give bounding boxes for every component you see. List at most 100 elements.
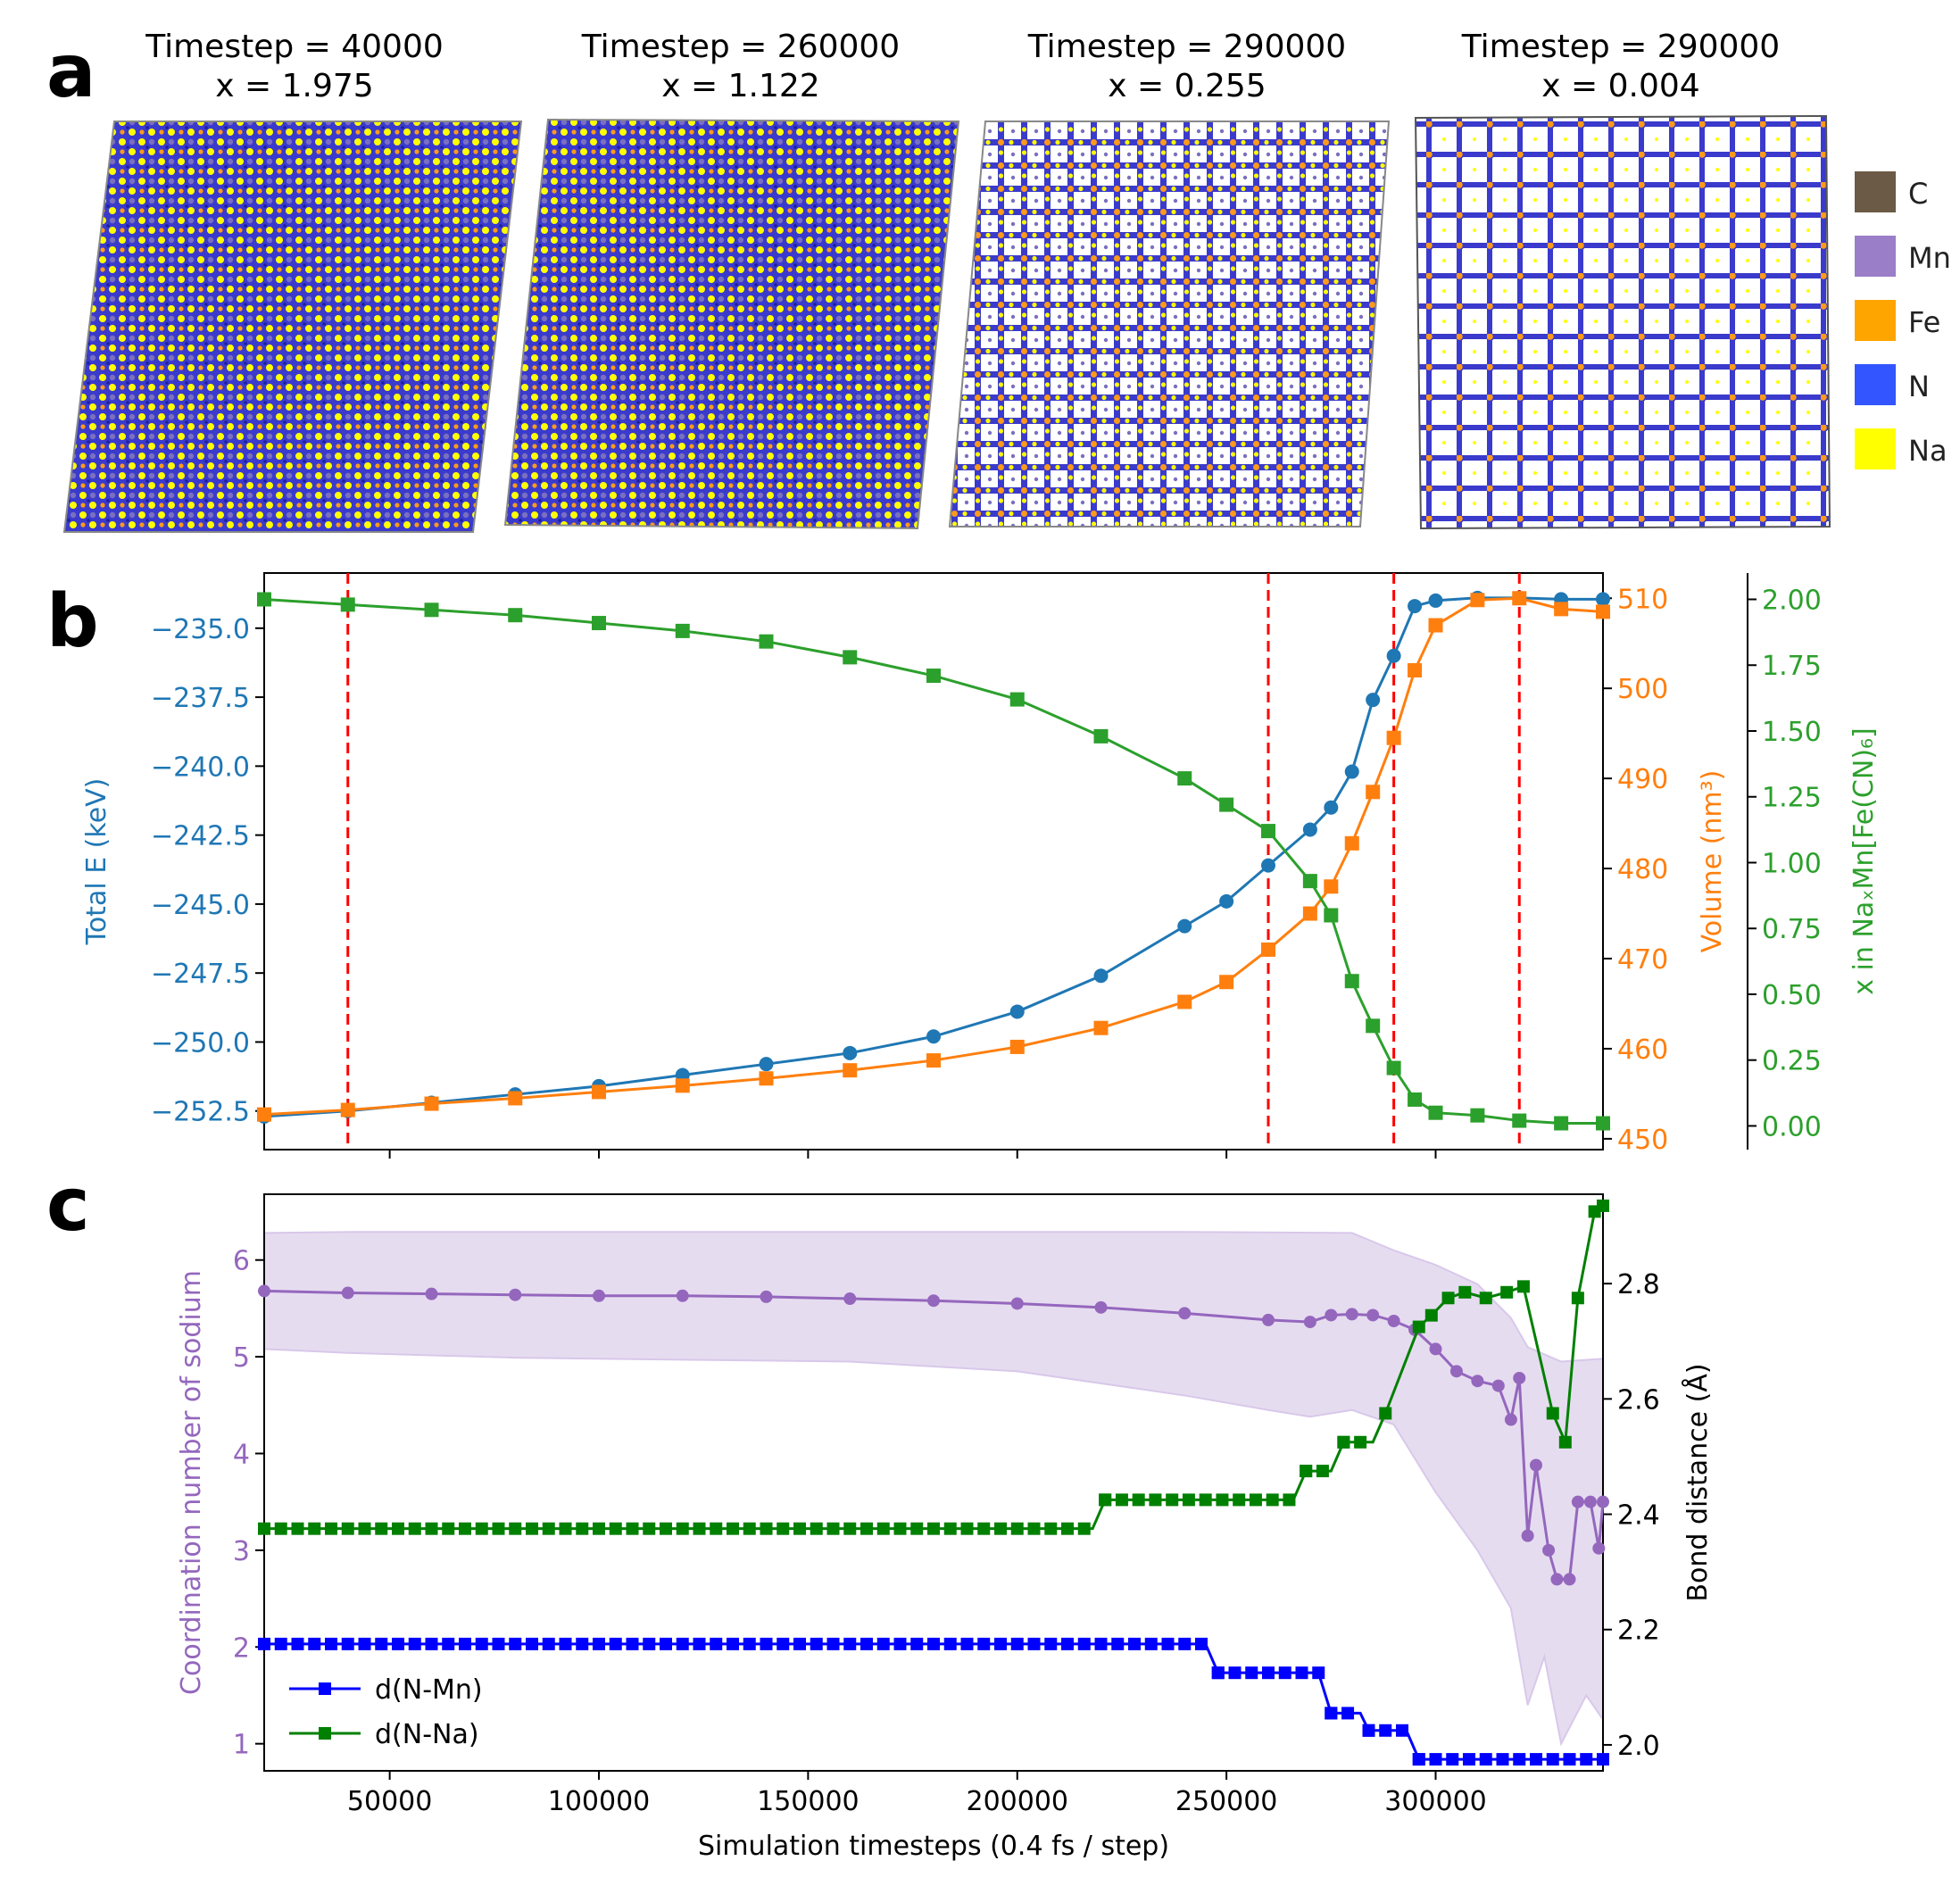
d-n-na-point-38: [893, 1522, 907, 1535]
x-series-point-14: [1302, 874, 1317, 889]
x-series-tick-label: 0.50: [1762, 980, 1822, 1011]
d-n-na-point-40: [927, 1522, 940, 1535]
d-n-mn-point-3: [308, 1637, 321, 1650]
d-n-na-point-45: [1010, 1522, 1024, 1535]
d-n-mn-point-40: [927, 1637, 940, 1650]
d-n-mn-point-61: [1262, 1666, 1275, 1680]
x-series-tick-label: 0.00: [1762, 1111, 1822, 1142]
volume-point-7: [843, 1063, 858, 1078]
volume-point-3: [508, 1091, 523, 1106]
legend-marker-0: [319, 1682, 331, 1695]
legend-marker-1: [319, 1727, 331, 1740]
plot-frame: [263, 1193, 1604, 1772]
volume-point-15: [1324, 879, 1339, 894]
coordination-point-5: [676, 1289, 689, 1302]
d-n-na-point-4: [325, 1522, 337, 1535]
d-n-mn-point-28: [727, 1637, 739, 1650]
d-n-mn-point-62: [1278, 1666, 1291, 1680]
x-series-point-15: [1324, 908, 1339, 923]
d-n-mn-point-70: [1379, 1724, 1392, 1737]
volume-point-14: [1302, 906, 1317, 921]
x-tick-label: 300000: [1384, 1786, 1487, 1817]
d-n-mn-point-12: [459, 1637, 471, 1650]
d-n-mn-point-47: [1044, 1637, 1058, 1650]
volume-tick-label: 480: [1617, 854, 1668, 885]
snapshot-4-x-value: x = 0.004: [1541, 68, 1699, 104]
d-n-na-point-41: [943, 1522, 957, 1535]
x-series-point-20: [1428, 1105, 1443, 1120]
d-n-mn-point-37: [876, 1637, 890, 1650]
d-n-na-point-31: [777, 1522, 790, 1535]
x-series-point-2: [424, 602, 439, 618]
d-n-mn-point-30: [760, 1637, 773, 1650]
coordination-point-19: [1429, 1342, 1442, 1356]
x-series-point-22: [1512, 1113, 1527, 1128]
legend-label-1: d(N-Na): [375, 1719, 479, 1750]
d-n-mn-point-26: [693, 1637, 706, 1650]
d-n-na-point-54: [1149, 1493, 1162, 1507]
d-n-na-point-81: [1597, 1199, 1609, 1212]
d-n-na-point-25: [676, 1522, 689, 1535]
d-n-mn-point-56: [1195, 1637, 1208, 1650]
d-n-mn-point-77: [1479, 1753, 1492, 1766]
x-series-point-23: [1554, 1116, 1569, 1131]
plot-frame: [263, 572, 1604, 1151]
x-series-tick-label: 1.00: [1762, 848, 1822, 879]
snapshot-1: Timestep = 40000 x = 1.975: [62, 29, 523, 533]
legend-label-fe: Fe: [1908, 305, 1940, 339]
d-n-mn-point-74: [1429, 1753, 1442, 1766]
coordination-point-11: [1178, 1307, 1192, 1320]
coordination-point-16: [1366, 1308, 1380, 1322]
d-n-mn-point-73: [1412, 1753, 1425, 1766]
x-series-tick-label: 1.25: [1762, 783, 1822, 814]
d-n-mn-point-79: [1513, 1753, 1526, 1766]
d-n-mn-point-22: [626, 1637, 639, 1650]
x-series-tick-label: 0.75: [1762, 914, 1822, 945]
bond-tick-label: 2.4: [1617, 1500, 1660, 1532]
d-n-na-point-48: [1061, 1522, 1074, 1535]
volume-point-24: [1596, 604, 1610, 619]
x-tick-label: 250000: [1175, 1786, 1278, 1817]
d-n-na-point-39: [910, 1522, 924, 1535]
d-n-na-point-44: [994, 1522, 1007, 1535]
d-n-na-point-70: [1412, 1320, 1425, 1333]
d-n-mn-point-44: [994, 1637, 1007, 1650]
d-n-mn-point-60: [1245, 1666, 1258, 1680]
energy-point-12: [1219, 893, 1234, 909]
energy-point-8: [926, 1029, 941, 1044]
coordination-point-13: [1303, 1316, 1316, 1329]
energy-point-11: [1177, 918, 1192, 934]
volume-point-20: [1428, 618, 1443, 633]
coordination-point-14: [1325, 1308, 1338, 1322]
volume-tick-label: 510: [1617, 584, 1668, 615]
d-n-mn-point-23: [643, 1637, 656, 1650]
d-n-na-point-13: [475, 1522, 488, 1535]
d-n-mn-point-49: [1077, 1637, 1091, 1650]
coordination-band: [263, 1231, 1604, 1747]
d-n-mn-point-8: [392, 1637, 404, 1650]
d-n-na-point-36: [860, 1522, 873, 1535]
x-series-point-5: [675, 623, 690, 638]
d-n-mn-point-78: [1496, 1753, 1509, 1766]
panel-c-chart: 50000 100000 150000 200000 250000 300000 Simul…: [176, 1193, 1714, 1862]
d-n-mn-point-45: [1010, 1637, 1024, 1650]
snapshot-3: Timestep = 290000 x = 0.255: [948, 29, 1391, 527]
energy-point-10: [1093, 968, 1109, 984]
d-n-na-point-19: [576, 1522, 589, 1535]
volume-point-12: [1219, 975, 1234, 990]
panel-b-chart: −235.0 −237.5 −240.0 −242.5 −245.0 −247.5 −250…: [81, 572, 1880, 1159]
energy-tick-label: −247.5: [151, 959, 250, 990]
d-n-mn-point-84: [1597, 1753, 1609, 1766]
volume-point-21: [1470, 593, 1485, 608]
energy-tick-label: −237.5: [151, 683, 250, 714]
legend-label-n: N: [1908, 370, 1930, 403]
d-n-na-point-73: [1458, 1285, 1472, 1299]
d-n-mn-point-33: [810, 1637, 823, 1650]
panel-label-a: a: [46, 29, 96, 114]
legend-swatch-na: [1855, 428, 1896, 469]
d-n-na-point-9: [408, 1522, 421, 1535]
d-n-na-point-51: [1099, 1493, 1112, 1507]
coordination-point-27: [1542, 1543, 1556, 1557]
x-series-point-13: [1261, 824, 1275, 839]
